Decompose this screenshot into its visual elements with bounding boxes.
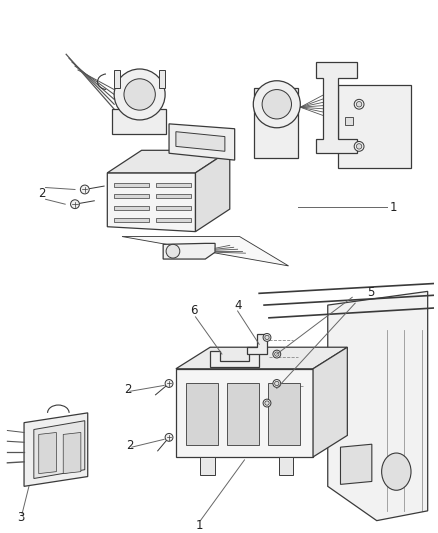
Text: 5: 5	[367, 286, 374, 299]
Polygon shape	[169, 124, 235, 160]
Circle shape	[263, 399, 271, 407]
Circle shape	[71, 200, 79, 208]
Polygon shape	[268, 383, 300, 445]
Polygon shape	[176, 132, 225, 151]
Text: 1: 1	[389, 200, 397, 214]
Circle shape	[80, 185, 89, 194]
Polygon shape	[313, 347, 347, 457]
Circle shape	[354, 99, 364, 109]
Circle shape	[275, 381, 279, 386]
Text: 2: 2	[126, 439, 134, 451]
Text: 2: 2	[124, 383, 131, 396]
Circle shape	[263, 334, 271, 341]
Polygon shape	[24, 413, 88, 486]
Text: 1: 1	[195, 519, 203, 532]
Circle shape	[275, 352, 279, 356]
Circle shape	[357, 144, 362, 149]
Polygon shape	[114, 206, 149, 210]
Circle shape	[165, 433, 173, 441]
Polygon shape	[254, 87, 298, 158]
Polygon shape	[112, 109, 166, 134]
Polygon shape	[122, 237, 289, 266]
Polygon shape	[156, 218, 191, 222]
Circle shape	[273, 379, 281, 387]
Circle shape	[253, 80, 300, 128]
Circle shape	[166, 244, 180, 258]
Polygon shape	[195, 150, 230, 232]
Circle shape	[354, 141, 364, 151]
Text: 6: 6	[191, 304, 198, 318]
Polygon shape	[201, 457, 215, 474]
Polygon shape	[156, 206, 191, 210]
Ellipse shape	[381, 453, 411, 490]
Polygon shape	[338, 85, 411, 168]
Polygon shape	[210, 351, 259, 367]
Polygon shape	[34, 421, 85, 479]
Text: 4: 4	[235, 298, 242, 312]
Polygon shape	[114, 195, 149, 198]
Circle shape	[114, 69, 165, 120]
Polygon shape	[163, 244, 215, 259]
Polygon shape	[176, 369, 313, 457]
Polygon shape	[114, 183, 149, 187]
Circle shape	[265, 401, 269, 405]
Polygon shape	[39, 432, 57, 474]
Polygon shape	[227, 383, 259, 445]
Polygon shape	[247, 335, 267, 354]
Circle shape	[262, 90, 292, 119]
Polygon shape	[340, 444, 372, 484]
Polygon shape	[176, 347, 347, 369]
Polygon shape	[186, 383, 218, 445]
Polygon shape	[316, 62, 357, 154]
Polygon shape	[156, 195, 191, 198]
Polygon shape	[114, 70, 120, 87]
Polygon shape	[114, 218, 149, 222]
Circle shape	[124, 79, 155, 110]
Polygon shape	[107, 173, 195, 232]
Circle shape	[273, 350, 281, 358]
Circle shape	[357, 102, 362, 107]
Text: 2: 2	[38, 187, 45, 200]
Polygon shape	[328, 292, 427, 521]
Polygon shape	[279, 457, 293, 474]
Polygon shape	[63, 432, 81, 474]
Polygon shape	[156, 183, 191, 187]
Text: 3: 3	[17, 511, 25, 524]
Polygon shape	[346, 117, 353, 125]
Circle shape	[265, 335, 269, 340]
Polygon shape	[159, 70, 165, 87]
Polygon shape	[107, 150, 230, 173]
Circle shape	[165, 379, 173, 387]
